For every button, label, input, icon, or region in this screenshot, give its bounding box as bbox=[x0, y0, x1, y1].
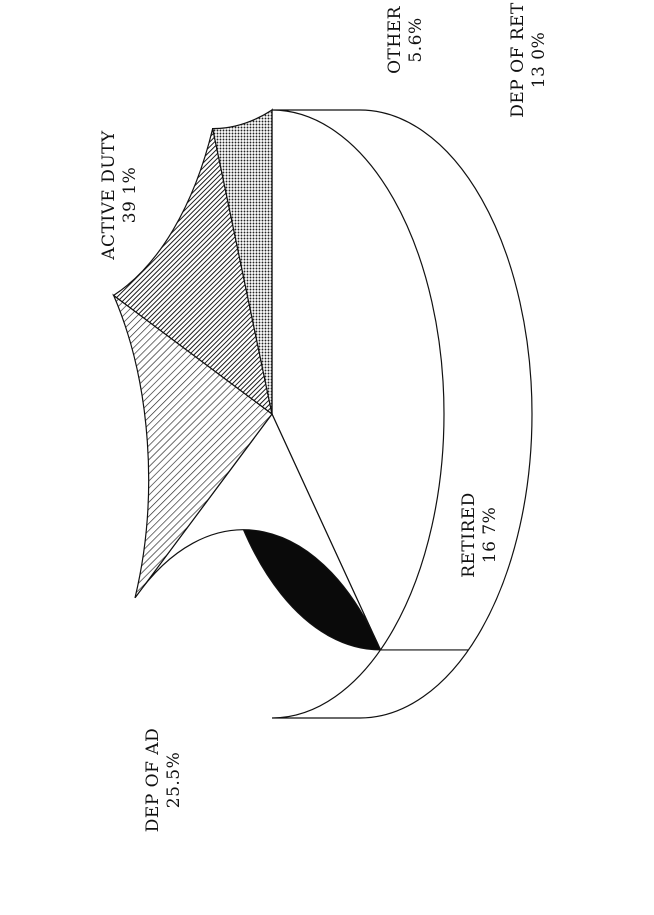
label-group-dep-of-ad: DEP OF AD 25.5% bbox=[143, 728, 184, 832]
slice-value-other: 5.6% bbox=[406, 17, 426, 62]
slice-value-dep-of-ad: 25.5% bbox=[164, 752, 184, 809]
slice-value-dep-of-ret: 13 0% bbox=[529, 32, 549, 89]
slice-label-retired: RETIRED bbox=[459, 492, 479, 578]
label-group-other: OTHER 5.6% bbox=[385, 5, 426, 74]
slice-value-active-duty: 39 1% bbox=[120, 167, 140, 224]
slice-dep-of-ret bbox=[112, 128, 273, 416]
label-group-dep-of-ret: DEP OF RET 13 0% bbox=[508, 2, 549, 118]
label-group-active-duty: ACTIVE DUTY 39 1% bbox=[99, 130, 140, 261]
pie-slices bbox=[112, 108, 469, 651]
slice-label-active-duty: ACTIVE DUTY bbox=[99, 130, 119, 261]
pie-rim bbox=[271, 109, 533, 719]
slice-label-dep-of-ret: DEP OF RET bbox=[508, 2, 528, 118]
slice-label-dep-of-ad: DEP OF AD bbox=[143, 728, 163, 832]
label-group-retired: RETIRED 16 7% bbox=[459, 492, 500, 578]
slice-retired bbox=[112, 293, 273, 599]
slice-label-other: OTHER bbox=[385, 5, 405, 74]
slice-value-retired: 16 7% bbox=[480, 507, 500, 564]
slice-other bbox=[211, 108, 273, 415]
pie-labels: ACTIVE DUTY 39 1% DEP OF AD 25.5% RETIRED 16 … bbox=[99, 2, 549, 832]
pie-extrusion bbox=[271, 109, 533, 719]
